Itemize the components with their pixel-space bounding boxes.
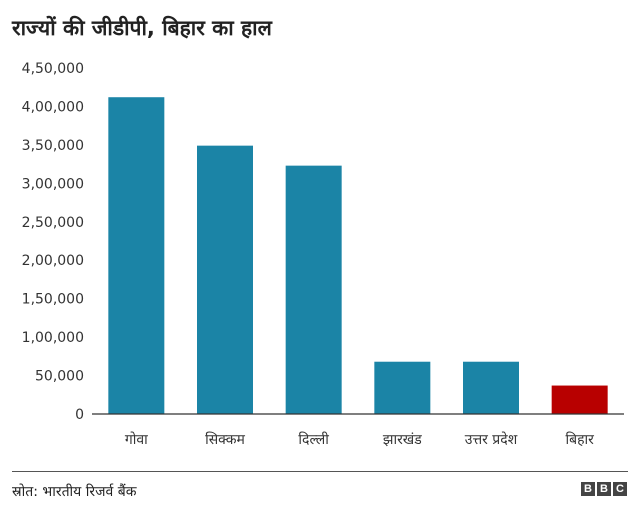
- bbc-logo-letter: C: [613, 482, 627, 496]
- bbc-logo-letter: B: [597, 482, 611, 496]
- bar: [285, 165, 342, 414]
- y-axis-ticks: 0 50,000 1,00,000 1,50,000 2,00,000 2,50,000 3…: [22, 61, 84, 423]
- y-tick-label: 4,00,000: [22, 99, 84, 115]
- y-tick-label: 3,00,000: [22, 176, 84, 192]
- bar: [551, 385, 608, 414]
- footer-divider: [12, 471, 628, 472]
- y-tick-label: 2,50,000: [22, 215, 84, 231]
- y-tick-label: 3,50,000: [22, 138, 84, 154]
- y-tick-label: 4,50,000: [22, 61, 84, 77]
- bar: [197, 145, 253, 414]
- source-note: स्रोत: भारतीय रिजर्व बैंक: [12, 484, 137, 500]
- y-tick-label: 1,00,000: [22, 330, 84, 346]
- x-tick-label: उत्तर प्रदेश: [465, 431, 518, 448]
- bbc-logo: B B C: [581, 482, 627, 496]
- y-tick-label: 0: [75, 407, 84, 423]
- y-tick-label: 50,000: [35, 369, 84, 385]
- x-tick-label: झारखंड: [383, 432, 422, 448]
- y-tick-label: 1,50,000: [22, 292, 84, 308]
- x-tick-label: बिहार: [565, 431, 594, 448]
- x-tick-label: दिल्ली: [298, 431, 329, 448]
- bar: [463, 361, 519, 414]
- bar: [374, 361, 431, 414]
- x-tick-label: गोवा: [125, 431, 148, 448]
- x-tick-label: सिक्कम: [205, 431, 245, 448]
- bar-chart: 0 50,000 1,00,000 1,50,000 2,00,000 2,50,000 3…: [22, 61, 624, 448]
- bar: [108, 97, 165, 415]
- bars: [108, 97, 608, 415]
- x-axis-labels: गोवा सिक्कम दिल्ली झारखंड उत्तर प्रदेश बिहार: [125, 431, 594, 448]
- bbc-logo-letter: B: [581, 482, 595, 496]
- chart-title: राज्यों की जीडीपी, बिहार का हाल: [12, 16, 272, 40]
- y-tick-label: 2,00,000: [22, 253, 84, 269]
